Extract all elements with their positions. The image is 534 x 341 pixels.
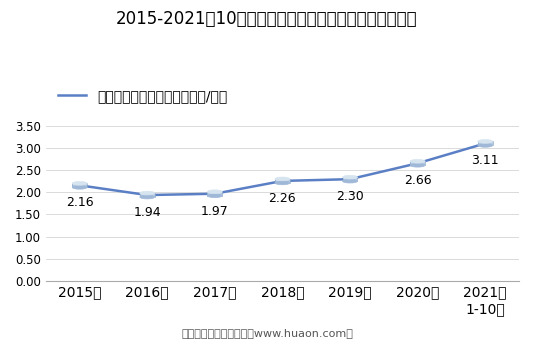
Ellipse shape bbox=[72, 186, 87, 189]
Ellipse shape bbox=[275, 177, 290, 181]
Text: 2.16: 2.16 bbox=[66, 196, 93, 209]
Ellipse shape bbox=[410, 163, 425, 167]
Text: 2015-2021年10月大连商品交易所玉米淀粉期货成交均价: 2015-2021年10月大连商品交易所玉米淀粉期货成交均价 bbox=[116, 10, 418, 28]
Bar bbox=[410, 161, 425, 165]
Text: 2.30: 2.30 bbox=[336, 190, 364, 203]
Ellipse shape bbox=[478, 144, 493, 147]
Bar bbox=[275, 179, 290, 183]
Bar bbox=[207, 192, 222, 196]
Ellipse shape bbox=[207, 194, 222, 197]
Text: 制图：华经产业研究院（www.huaon.com）: 制图：华经产业研究院（www.huaon.com） bbox=[181, 328, 353, 338]
Ellipse shape bbox=[72, 181, 87, 185]
Bar bbox=[140, 193, 155, 197]
Ellipse shape bbox=[343, 179, 357, 183]
Ellipse shape bbox=[410, 160, 425, 163]
Text: 2.26: 2.26 bbox=[269, 192, 296, 205]
Text: 1.97: 1.97 bbox=[201, 205, 229, 218]
Bar bbox=[478, 142, 493, 145]
Ellipse shape bbox=[207, 190, 222, 194]
Ellipse shape bbox=[140, 195, 155, 199]
Ellipse shape bbox=[140, 191, 155, 195]
Text: 1.94: 1.94 bbox=[134, 206, 161, 219]
Bar bbox=[72, 183, 87, 187]
Ellipse shape bbox=[478, 139, 493, 143]
Ellipse shape bbox=[343, 175, 357, 179]
Text: 2.66: 2.66 bbox=[404, 174, 431, 187]
Text: 3.11: 3.11 bbox=[472, 154, 499, 167]
Bar bbox=[343, 177, 357, 181]
Legend: 玉米淀粉期货成交均价（万元/手）: 玉米淀粉期货成交均价（万元/手） bbox=[53, 84, 233, 109]
Ellipse shape bbox=[275, 181, 290, 185]
